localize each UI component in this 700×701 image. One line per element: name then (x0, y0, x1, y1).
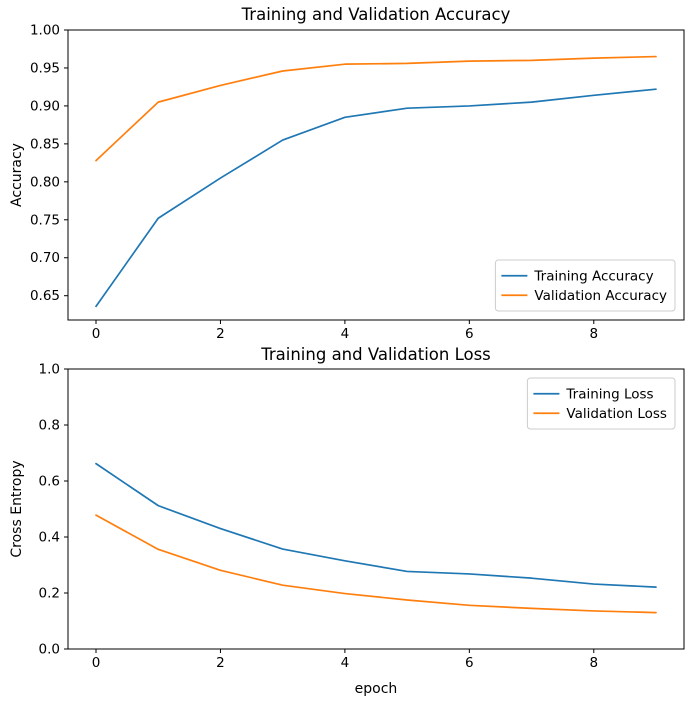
series-line-1 (95, 514, 657, 614)
chart-title: Training and Validation Loss (260, 345, 491, 364)
legend-label: Validation Accuracy (534, 288, 667, 304)
x-tick-label: 0 (92, 326, 101, 342)
x-tick-label: 2 (216, 655, 225, 671)
loss-chart: Training and Validation Loss Cross Entrop… (9, 345, 685, 697)
legend: Training Accuracy Validation Accuracy (494, 259, 676, 312)
series-line-0 (95, 88, 657, 308)
accuracy-chart: Training and Validation Accuracy Accuracy… (9, 5, 685, 342)
chart-title: Training and Validation Accuracy (241, 5, 511, 24)
y-tick-label: 0.4 (39, 530, 60, 546)
x-tick-label: 8 (589, 326, 598, 342)
x-axis-label: epoch (355, 681, 398, 697)
y-tick-label: 0.70 (30, 250, 60, 266)
y-tick-label: 0.6 (39, 474, 60, 490)
y-axis-label: Accuracy (9, 143, 25, 207)
x-tick-label: 6 (465, 655, 474, 671)
y-tick-label: 1.0 (39, 362, 60, 378)
y-axis-label: Cross Entropy (9, 460, 25, 557)
x-tick-label: 0 (92, 655, 101, 671)
x-tick-label: 4 (341, 326, 350, 342)
legend: Training Loss Validation Loss (526, 377, 676, 430)
y-tick-label: 0.85 (30, 136, 60, 152)
legend-label: Training Loss (565, 386, 653, 402)
y-tick-label: 0.95 (30, 60, 60, 76)
legend-label: Training Accuracy (533, 268, 653, 284)
series-line-0 (95, 462, 657, 588)
x-tick-label: 8 (589, 655, 598, 671)
y-tick-label: 0.90 (30, 98, 60, 114)
x-tick-label: 6 (465, 326, 474, 342)
x-tick-label: 4 (341, 655, 350, 671)
series-line-1 (95, 55, 657, 162)
legend-frame (494, 259, 676, 312)
y-tick-label: 0.75 (30, 212, 60, 228)
y-tick-label: 0.0 (39, 642, 60, 658)
y-tick-label: 0.65 (30, 288, 60, 304)
y-tick-label: 0.80 (30, 174, 60, 190)
y-tick-label: 0.2 (39, 586, 60, 602)
y-tick-label: 1.00 (30, 23, 60, 39)
x-tick-label: 2 (216, 326, 225, 342)
legend-label: Validation Loss (566, 406, 667, 422)
y-tick-label: 0.8 (39, 418, 60, 434)
legend-frame (526, 377, 676, 430)
